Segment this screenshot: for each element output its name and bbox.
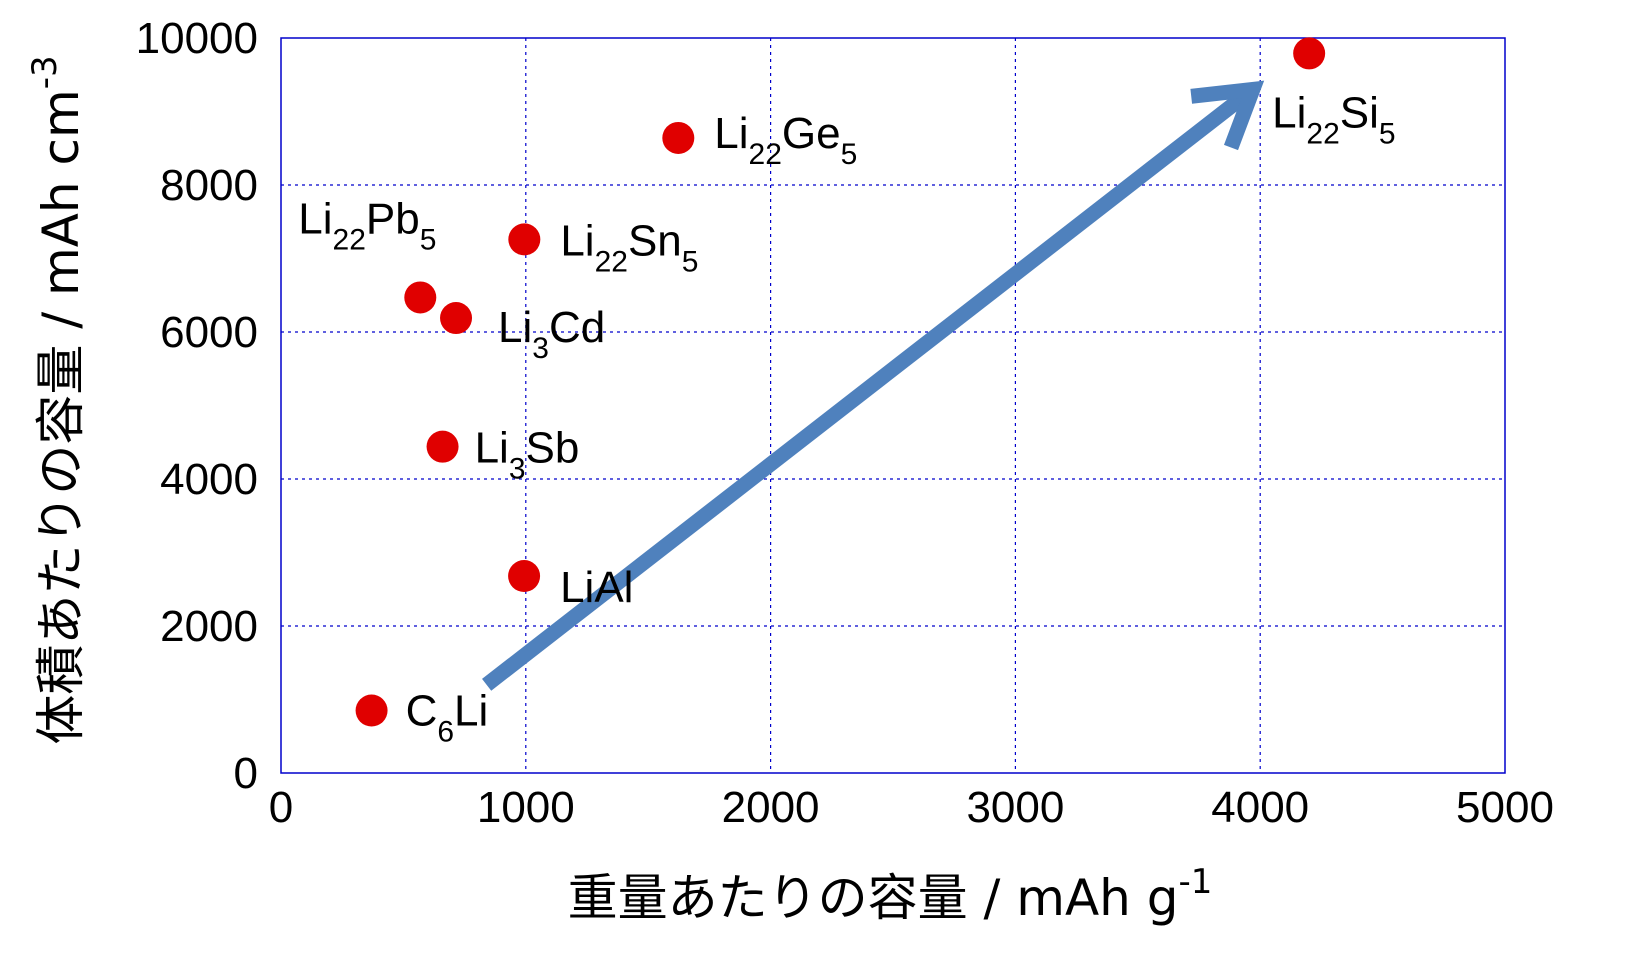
data-point [1293, 37, 1326, 70]
y-tick-labels: 0 2000 4000 6000 8000 10000 [136, 14, 258, 798]
data-point [662, 121, 695, 154]
point-label: Li22Sn5 [560, 216, 698, 278]
y-tick-label: 10000 [136, 14, 258, 63]
x-tick-labels: 0 1000 2000 3000 4000 5000 [269, 783, 1554, 832]
y-tick-label: 6000 [160, 308, 258, 357]
x-tick-label: 0 [269, 783, 293, 832]
point-label: C6Li [406, 687, 489, 749]
y-axis-title: 体積あたりの容量 / mAh cm-3 [25, 55, 90, 744]
point-label: Li22Si5 [1272, 88, 1395, 150]
data-point [508, 560, 541, 593]
plot-frame [280, 37, 1506, 774]
grid-lines [281, 38, 1505, 773]
trend-arrow-head [1190, 80, 1265, 151]
trend-arrow-shaft [482, 88, 1252, 691]
x-tick-label: 4000 [1211, 783, 1309, 832]
x-axis-title: 重量あたりの容量 / mAh g-1 [568, 862, 1213, 927]
x-axis-title-superscript: -1 [1178, 862, 1212, 902]
y-axis-title-superscript: -3 [25, 55, 65, 89]
x-tick-label: 3000 [966, 783, 1064, 832]
x-tick-label: 5000 [1456, 783, 1554, 832]
data-point [508, 223, 541, 256]
data-point [404, 281, 437, 314]
x-tick-label: 2000 [722, 783, 820, 832]
point-label: Li3Cd [498, 303, 605, 365]
data-point [355, 694, 388, 727]
x-tick-label: 1000 [477, 783, 575, 832]
y-tick-label: 8000 [160, 161, 258, 210]
y-tick-label: 0 [234, 749, 258, 798]
trend-arrow [482, 80, 1265, 691]
data-points [355, 37, 1326, 727]
y-tick-label: 2000 [160, 602, 258, 651]
point-label: LiAl [560, 563, 633, 612]
point-labels: C6Li LiAl Li3Sb Li3Cd Li22Pb5 Li22Sn5 Li22Ge5 L… [298, 88, 1395, 748]
point-label: Li22Pb5 [298, 194, 436, 256]
y-tick-label: 4000 [160, 455, 258, 504]
data-point [426, 430, 459, 463]
data-point [440, 302, 473, 335]
point-label: Li22Ge5 [714, 109, 857, 171]
point-label: Li3Sb [475, 424, 580, 486]
